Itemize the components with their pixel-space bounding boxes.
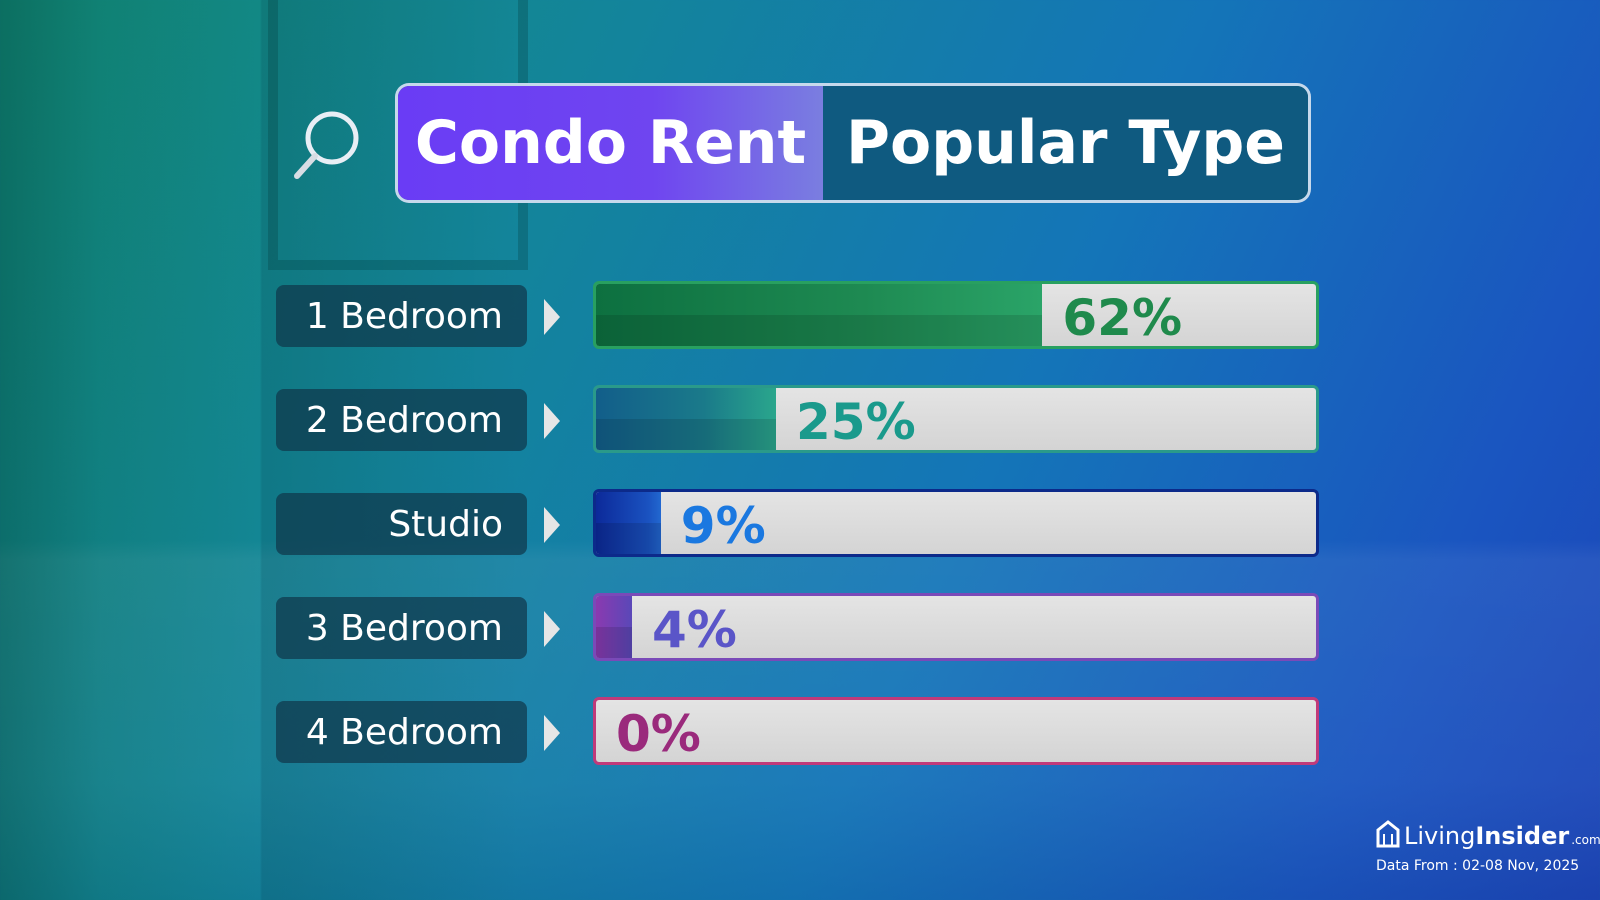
brand-com: .com: [1571, 833, 1600, 847]
bar-row: 1 Bedroom 62%: [276, 281, 1322, 353]
bar-fill: [596, 596, 632, 658]
bar-value-label: 9%: [680, 497, 766, 555]
arrow-right-icon: [544, 299, 560, 335]
bar-fill: [596, 492, 661, 554]
bar-row: Studio 9%: [276, 489, 1322, 561]
category-label: 2 Bedroom: [276, 389, 527, 451]
bar-value-label: 62%: [1062, 289, 1183, 347]
arrow-right-icon: [544, 403, 560, 439]
brand-insider: Insider: [1475, 822, 1570, 850]
bar-value-label: 25%: [796, 393, 916, 451]
title-left: Condo Rent: [398, 86, 823, 200]
bar-fill: [596, 284, 1043, 346]
bar-track: 4%: [593, 593, 1319, 661]
category-label: 3 Bedroom: [276, 597, 527, 659]
livinginsider-logo: Living Insider .com: [1376, 820, 1600, 850]
bar-track: 9%: [593, 489, 1319, 557]
search-icon: [294, 111, 359, 179]
data-date: Data From : 02-08 Nov, 2025: [1376, 858, 1580, 874]
brand-living: Living: [1404, 822, 1476, 850]
arrow-right-icon: [544, 715, 560, 751]
bar-row: 3 Bedroom 4%: [276, 593, 1322, 665]
bar-fill: [596, 388, 776, 450]
category-label: 4 Bedroom: [276, 701, 527, 763]
category-label: 1 Bedroom: [276, 285, 527, 347]
bar-value-label: 0%: [616, 705, 701, 763]
arrow-right-icon: [544, 507, 560, 543]
house-logo-icon: [1376, 820, 1400, 848]
bar-value-label: 4%: [652, 601, 737, 659]
bar-row: 2 Bedroom 25%: [276, 385, 1322, 457]
arrow-right-icon: [544, 611, 560, 647]
title-banner: Condo Rent Popular Type: [395, 83, 1311, 203]
title-right: Popular Type: [823, 86, 1308, 200]
category-label: Studio: [276, 493, 527, 555]
bar-track: 25%: [593, 385, 1319, 453]
bar-track: 62%: [593, 281, 1319, 349]
bar-row: 4 Bedroom 0%: [276, 697, 1322, 769]
bar-track: 0%: [593, 697, 1319, 765]
